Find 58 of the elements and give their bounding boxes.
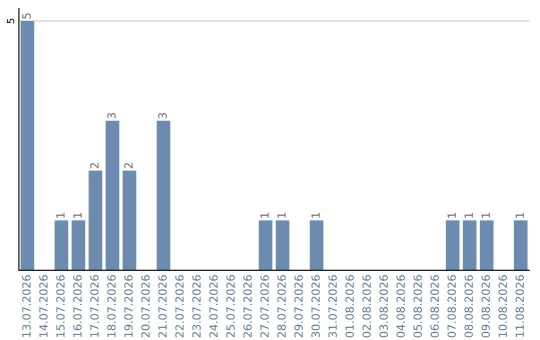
data-label: 1 [312,212,320,218]
data-label: 3 [158,113,167,118]
x-tick-label: 04.08.2026 [396,275,405,338]
x-tick-label: 24.07.2026 [209,275,218,338]
data-label: 1 [516,212,524,218]
data-label: 1 [464,212,473,218]
x-tick-label: 10.08.2026 [498,275,507,337]
x-tick-label: 01.08.2026 [345,275,354,338]
bar [514,220,528,270]
x-tick-label: 30.07.2026 [311,275,320,338]
x-tick-label: 19.07.2026 [124,275,133,337]
bar [72,220,86,270]
x-tick-label: 09.08.2026 [481,275,490,338]
bar [88,170,102,270]
x-tick-label: 26.07.2026 [243,275,252,338]
bar [480,220,494,270]
x-tick-label: 20.07.2026 [141,275,150,338]
bar [276,220,290,270]
x-tick-label: 16.07.2026 [73,275,82,337]
x-tick-label: 15.07.2026 [56,275,65,337]
x-tick-label: 03.08.2026 [379,275,388,338]
data-label: 1 [448,212,456,218]
data-label: 1 [482,212,490,218]
data-label: 1 [73,212,82,218]
x-tick-label: 23.07.2026 [192,275,201,338]
x-tick-label: 27.07.2026 [260,275,269,338]
x-tick-label: 25.07.2026 [226,275,235,338]
bar [462,220,476,270]
bar [310,220,324,270]
x-tick-label: 07.08.2026 [447,275,456,338]
x-tick-label: 13.07.2026 [22,275,31,337]
data-label: 3 [107,113,116,118]
x-tick-label: 18.07.2026 [107,275,116,337]
bar [156,120,170,270]
x-tick-label: 22.07.2026 [175,275,184,338]
data-label: 1 [260,212,269,218]
x-tick-label: 31.07.2026 [328,275,337,338]
x-tick-label: 17.07.2026 [90,275,99,337]
x-tick-label: 05.08.2026 [413,275,422,338]
x-tick-label: 11.08.2026 [516,275,524,337]
data-label: 2 [90,163,99,168]
bar [54,220,68,270]
x-tick-label: 29.07.2026 [294,275,303,338]
bar [446,220,460,270]
x-tick-label: 06.08.2026 [430,275,439,338]
data-label: 5 [22,13,31,19]
data-label: 1 [278,212,286,218]
bar [258,220,272,270]
bar [106,120,120,270]
x-tick-label: 02.08.2026 [362,275,371,338]
bar [20,20,34,270]
x-tick-label: 21.07.2026 [158,275,167,338]
bar [122,170,136,270]
x-tick-label: 28.07.2026 [277,275,286,338]
data-label: 2 [124,163,133,168]
data-label: 1 [56,212,64,218]
x-tick-label: 14.07.2026 [39,275,48,337]
x-tick-label: 08.08.2026 [464,275,473,338]
